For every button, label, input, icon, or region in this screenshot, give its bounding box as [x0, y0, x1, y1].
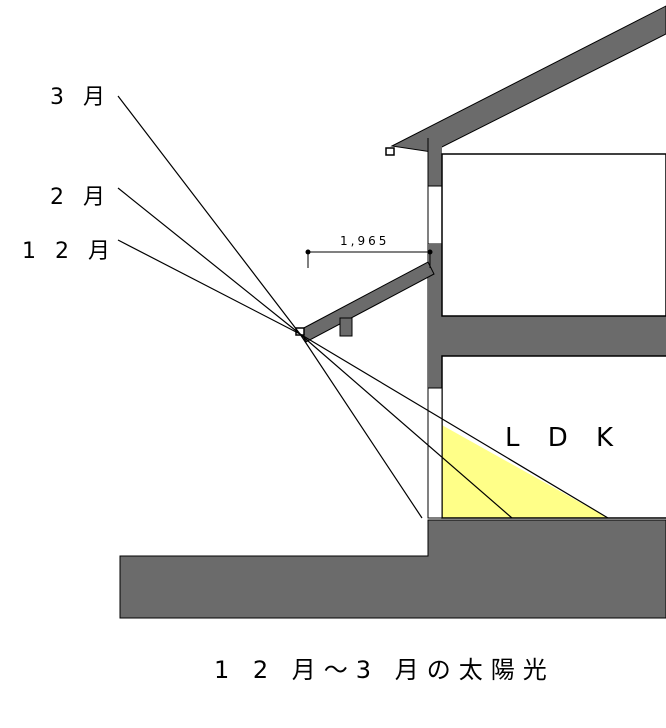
caption: 1 2 月〜3 月の太陽光 — [214, 656, 555, 684]
upper-window — [427, 185, 443, 245]
floor-slab — [428, 316, 666, 356]
upper-room — [441, 153, 666, 317]
sun-ray-december — [117, 239, 609, 519]
label-march: 3 月 — [50, 85, 111, 110]
label-february: 2 月 — [50, 185, 111, 210]
dimension-label: 1,965 — [340, 234, 389, 248]
wall-upper — [428, 138, 442, 186]
room-label-ldk: L D K — [505, 423, 623, 453]
roof — [390, 5, 666, 153]
label-december: 1 2 月 — [22, 239, 116, 264]
eave-bracket — [339, 317, 353, 337]
ldk-window — [427, 387, 443, 519]
sun-ray-march — [117, 95, 423, 519]
roof-gutter — [385, 147, 395, 156]
sunlight-patch — [440, 424, 608, 518]
eave-overhang — [299, 261, 435, 343]
ground — [119, 519, 666, 619]
